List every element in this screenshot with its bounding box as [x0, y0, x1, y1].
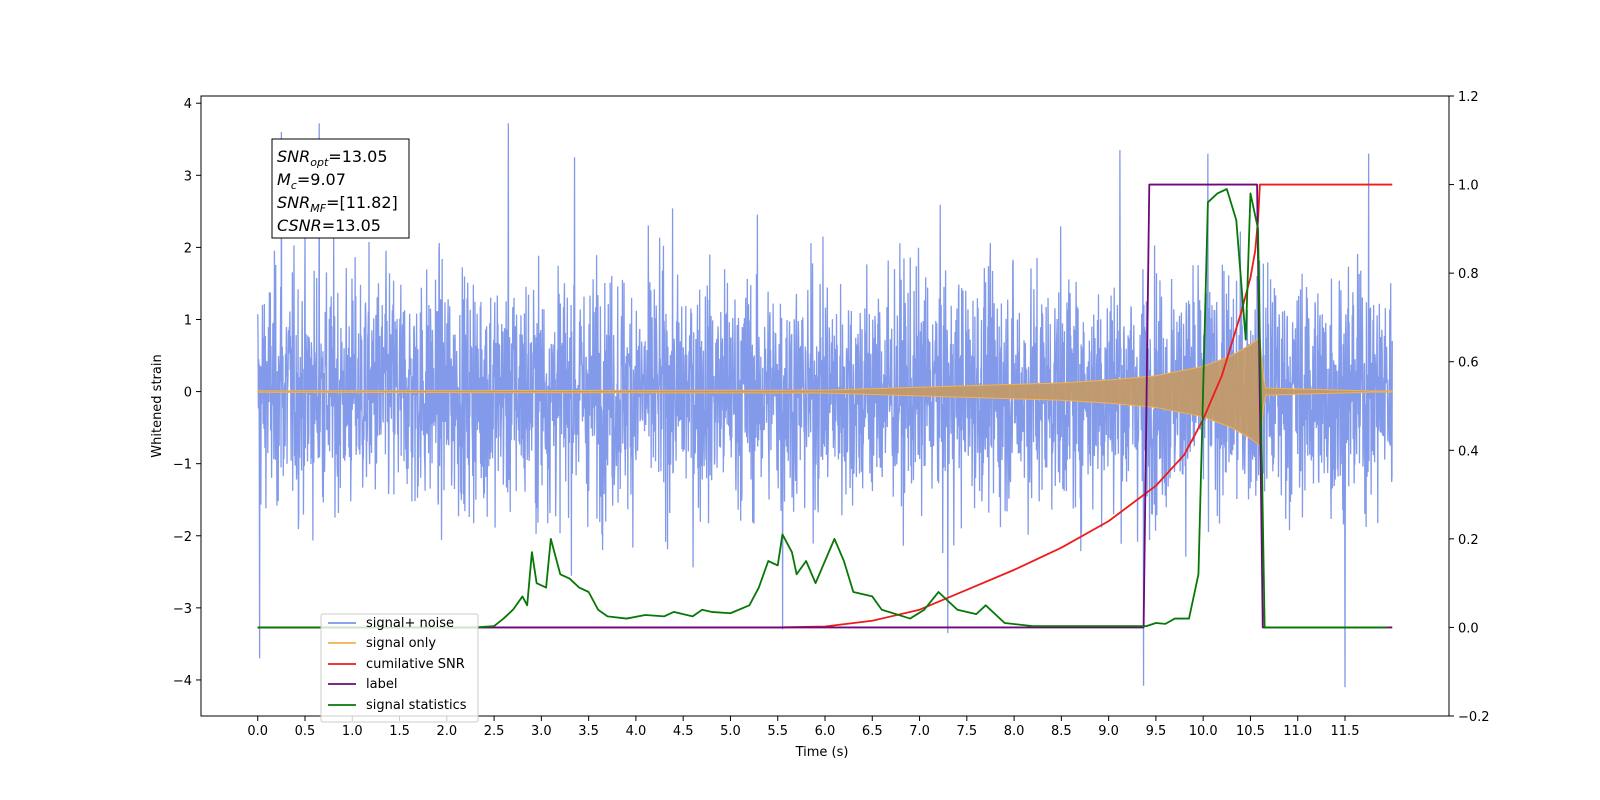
x-tick-label: 4.5 [673, 724, 694, 739]
y-right-tick-label: 0.6 [1458, 356, 1479, 371]
x-tick-label: 0.5 [295, 724, 316, 739]
y-right-tick-label: 1.2 [1458, 90, 1479, 105]
cumulative-snr-line [257, 183, 1393, 629]
legend-entry: signal statistics [366, 698, 467, 713]
signal-statistics-line [257, 188, 1388, 629]
y-right-tick-label: 1.0 [1458, 179, 1479, 194]
x-tick-label: 1.0 [342, 724, 363, 739]
x-tick-label: 0.0 [247, 724, 268, 739]
x-tick-label: 11.0 [1283, 724, 1312, 739]
y-right-tick-label: 0.0 [1458, 621, 1479, 636]
x-tick-label: 9.5 [1146, 724, 1167, 739]
x-tick-label: 4.0 [626, 724, 647, 739]
legend-frame [320, 613, 479, 723]
x-tick-label: 9.0 [1098, 724, 1119, 739]
x-tick-label: 6.5 [862, 724, 883, 739]
csnr-text: CSNR=13.05 [277, 216, 381, 235]
y-left-tick-label: 3 [184, 169, 192, 184]
snr-opt-text: SNRopt=13.05 [277, 147, 388, 169]
y-left-tick-label: −2 [173, 530, 192, 545]
y-axis-label: Whitened strain [150, 354, 165, 457]
x-tick-label: 8.5 [1051, 724, 1072, 739]
x-tick-label: 5.5 [767, 724, 788, 739]
x-tick-label: 1.5 [389, 724, 410, 739]
plot-area [257, 123, 1393, 688]
legend-entry: signal+ noise [366, 616, 454, 631]
y-left-tick-label: 4 [184, 97, 192, 112]
left-y-axis: 4 3 2 1 0 −1 −2 −3 −4 [173, 97, 201, 689]
y-right-tick-label: −0.2 [1458, 710, 1490, 725]
signal-only-chirp [257, 336, 1393, 447]
y-left-tick-label: 2 [184, 241, 192, 256]
y-left-tick-label: 0 [184, 386, 192, 401]
right-y-axis: 1.2 1.0 0.8 0.6 0.4 0.2 0.0 −0.2 [1449, 90, 1490, 725]
mc-text: Mc=9.07 [277, 170, 346, 192]
y-right-tick-label: 0.2 [1458, 533, 1479, 548]
legend-entry: signal only [366, 636, 436, 651]
info-box: SNRopt=13.05 Mc=9.07 SNRMF=[11.82] CSNR=… [271, 138, 410, 239]
x-tick-label: 5.0 [720, 724, 741, 739]
x-axis: 0.0 0.5 1.0 1.5 2.0 2.5 3.0 3.5 4.0 4.5 5.0 5.5 6.0 6… [247, 716, 1359, 739]
y-left-tick-label: 1 [184, 313, 192, 328]
y-right-tick-label: 0.8 [1458, 267, 1479, 282]
y-right-tick-label: 0.4 [1458, 444, 1479, 459]
y-left-tick-label: −3 [173, 602, 192, 617]
x-tick-label: 11.5 [1331, 724, 1360, 739]
y-left-tick-label: −4 [173, 674, 192, 689]
x-tick-label: 2.0 [436, 724, 457, 739]
x-tick-label: 3.0 [531, 724, 552, 739]
x-tick-label: 10.5 [1236, 724, 1265, 739]
x-tick-label: 2.5 [484, 724, 505, 739]
x-tick-label: 6.0 [815, 724, 836, 739]
x-tick-label: 8.0 [1004, 724, 1025, 739]
legend-entry: label [366, 677, 397, 692]
x-tick-label: 7.5 [956, 724, 977, 739]
snr-mf-text: SNRMF=[11.82] [277, 193, 398, 215]
x-tick-label: 10.0 [1189, 724, 1218, 739]
x-tick-label: 7.0 [909, 724, 930, 739]
x-axis-label: Time (s) [795, 745, 849, 760]
x-tick-label: 3.5 [578, 724, 599, 739]
y-left-tick-label: −1 [173, 458, 192, 473]
legend-entry: cumilative SNR [366, 657, 465, 672]
legend: signal+ noise signal only cumilative SNR la… [320, 613, 479, 723]
